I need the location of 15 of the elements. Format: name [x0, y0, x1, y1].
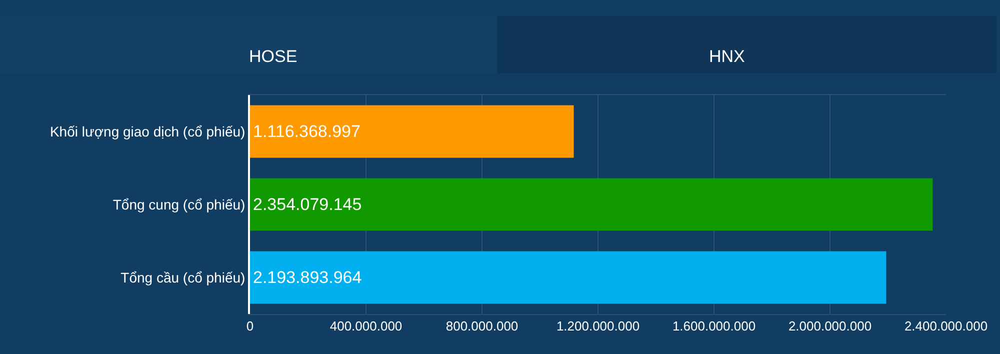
- y-tick-label: Khối lượng giao dịch (cổ phiếu): [50, 123, 246, 140]
- data-label: 1.116.368.997: [253, 122, 360, 141]
- x-tick-label: 0: [246, 318, 254, 334]
- x-tick-label: 800.000.000: [446, 318, 518, 334]
- data-label: 2.354.079.145: [253, 195, 362, 214]
- text: HNX: [709, 47, 745, 66]
- x-tick-label: 2.400.000.000: [904, 318, 988, 334]
- data-label: 2.193.893.964: [253, 268, 362, 287]
- y-tick-label: Tổng cung (cổ phiếu): [112, 196, 246, 212]
- x-tick-label: 1.200.000.000: [556, 318, 640, 334]
- x-tick-label: 1.600.000.000: [672, 318, 756, 334]
- y-tick-label: Tổng cầu (cổ phiếu): [120, 269, 246, 286]
- text: HOSE: [249, 47, 298, 66]
- x-tick-label: 400.000.000: [330, 318, 402, 334]
- x-tick-label: 2.000.000.000: [788, 318, 872, 334]
